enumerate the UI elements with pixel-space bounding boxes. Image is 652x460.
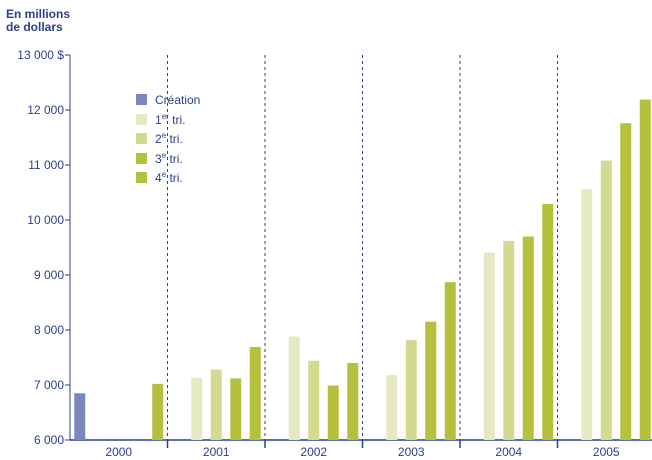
y-tick-label-1: 7 000 [34, 378, 64, 392]
legend-swatch-0 [136, 94, 147, 106]
bar-2003-3 [425, 321, 437, 440]
legend-swatch-1 [136, 113, 147, 125]
legend-swatch-3 [136, 152, 147, 164]
bar-2001-2 [210, 369, 222, 440]
legend-item-4: 4e tri. [136, 168, 200, 188]
x-tick-label-2004: 2004 [495, 445, 522, 459]
y-tick-label-2: 8 000 [34, 323, 64, 337]
x-tick-label-2002: 2002 [300, 445, 327, 459]
chart-legend: Création 1er tri. 2e tri. 3e tri. 4e tri. [136, 90, 200, 188]
legend-item-2: 2e tri. [136, 129, 200, 149]
bar-2002-2 [308, 360, 320, 440]
legend-item-0: Création [136, 90, 200, 110]
bar-2003-1 [386, 375, 398, 440]
bar-2002-4 [347, 363, 359, 440]
bar-2005-2 [600, 160, 612, 440]
bar-2005-1 [581, 189, 593, 440]
y-tick-label-4: 10 000 [27, 213, 64, 227]
legend-swatch-4 [136, 172, 147, 184]
bar-2002-1 [288, 336, 300, 440]
legend-label-1: 1er tri. [155, 111, 186, 127]
legend-swatch-2 [136, 133, 147, 145]
bar-2002-3 [327, 385, 339, 440]
bar-2005-4 [639, 99, 651, 441]
legend-item-3: 3e tri. [136, 149, 200, 169]
y-tick-label-0: 6 000 [34, 433, 64, 447]
bar-2005-3 [620, 123, 632, 440]
bar-2001-1 [191, 377, 203, 440]
y-tick-label-6: 12 000 [27, 103, 64, 117]
x-tick-label-2003: 2003 [398, 445, 425, 459]
bar-2004-2 [503, 240, 515, 440]
x-tick-label-2001: 2001 [203, 445, 230, 459]
legend-item-1: 1er tri. [136, 110, 200, 130]
legend-label-2: 2e tri. [155, 131, 183, 147]
legend-label-3: 3e tri. [155, 150, 183, 166]
bar-2000-0 [74, 393, 86, 440]
y-axis-title-line-2: de dollars [6, 20, 63, 34]
x-tick-label-2000: 2000 [105, 445, 132, 459]
bar-2001-3 [230, 378, 242, 440]
bar-2004-1 [483, 252, 495, 440]
x-tick-label-2005: 2005 [593, 445, 620, 459]
legend-label-4: 4e tri. [155, 170, 183, 186]
bar-2003-2 [405, 339, 417, 440]
bar-2003-4 [444, 282, 456, 440]
bar-2004-4 [542, 204, 554, 440]
y-tick-label-5: 11 000 [28, 158, 64, 172]
y-axis-title-line-1: En millions [6, 7, 71, 21]
legend-label-0: Création [155, 92, 201, 107]
y-tick-label-7: 13 000 $ [17, 48, 64, 62]
y-tick-label-3: 9 000 [34, 268, 64, 282]
bar-2001-4 [249, 347, 261, 440]
bar-2000-4 [152, 383, 164, 440]
y-axis-title: En millions de dollars [6, 8, 70, 34]
bar-2004-3 [522, 236, 534, 440]
